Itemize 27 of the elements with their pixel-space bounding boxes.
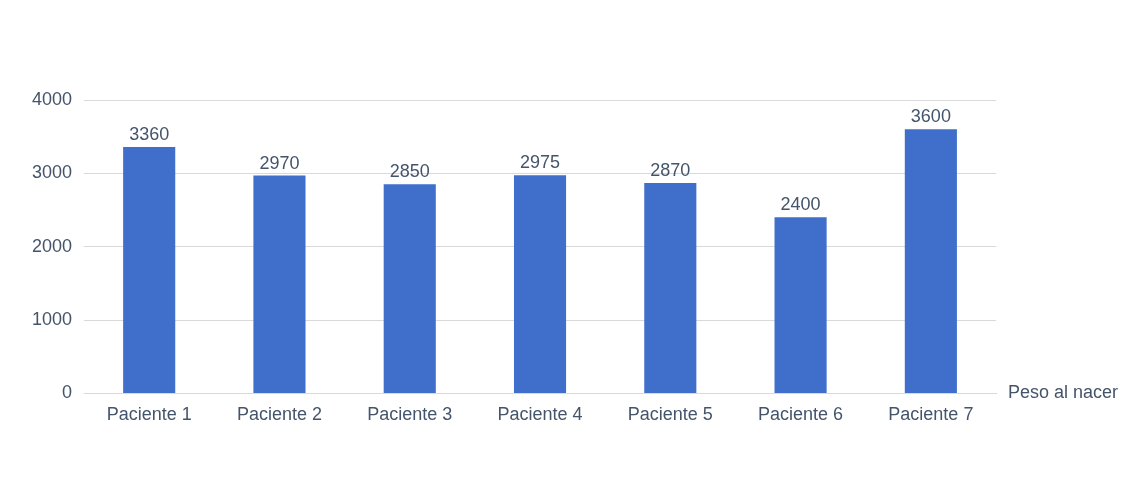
bar	[383, 184, 436, 393]
y-tick-label: 0	[62, 382, 73, 403]
data-label: 2850	[389, 161, 430, 182]
x-tick-label: Paciente 4	[497, 404, 583, 425]
x-tick-label: Paciente 2	[236, 404, 322, 425]
data-label: 2975	[520, 152, 561, 173]
text: Peso al nacer	[1008, 382, 1119, 403]
data-label: 2400	[780, 194, 821, 215]
data-label: 2870	[650, 159, 691, 180]
y-tick-label: 2000	[32, 235, 73, 256]
bar	[253, 175, 306, 393]
x-tick-label: Paciente 1	[106, 404, 192, 425]
bar	[774, 217, 827, 393]
x-tick-label: Paciente 3	[367, 404, 453, 425]
data-label: 3600	[910, 106, 951, 127]
y-tick-label: 1000	[32, 309, 73, 330]
x-tick-label: Paciente 6	[758, 404, 844, 425]
data-label: 2970	[259, 152, 300, 173]
y-tick-label: 3000	[32, 162, 73, 183]
bar	[123, 146, 176, 393]
y-tick-label: 4000	[32, 88, 73, 109]
bar	[513, 175, 567, 393]
x-tick-label: Paciente 5	[627, 404, 713, 425]
bar	[904, 129, 957, 393]
data-label: 3360	[129, 123, 170, 144]
bar	[644, 182, 697, 393]
x-tick-label: Paciente 7	[888, 404, 974, 425]
